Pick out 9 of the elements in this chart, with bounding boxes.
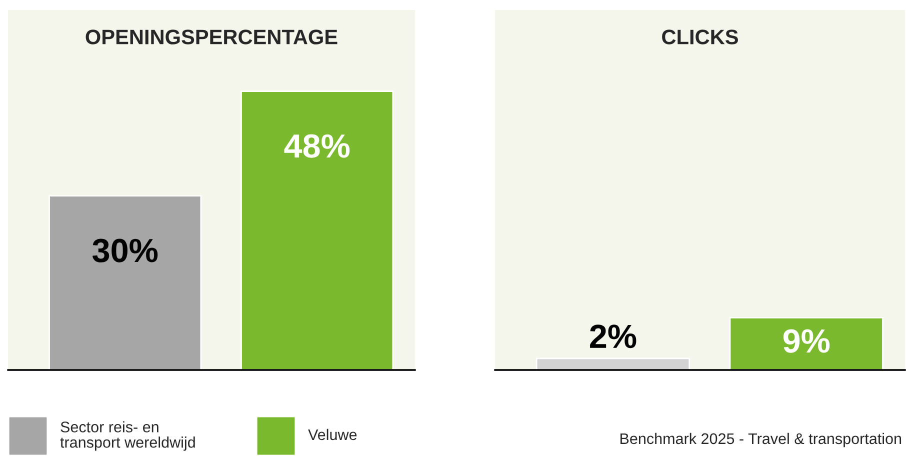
legend-label: Sector reis- en transport wereldwijd bbox=[60, 421, 195, 451]
data-label: 2% bbox=[590, 324, 636, 348]
data-label: 9% bbox=[783, 329, 830, 353]
text: CLICKS bbox=[662, 30, 738, 44]
data-label: 48% bbox=[284, 134, 350, 158]
text: OPENINGSPERCENTAGE bbox=[86, 30, 338, 44]
legend-label: Veluwe bbox=[308, 428, 357, 440]
text: Benchmark 2025 - Travel & transportation bbox=[620, 432, 902, 448]
data-label: 30% bbox=[92, 238, 158, 262]
